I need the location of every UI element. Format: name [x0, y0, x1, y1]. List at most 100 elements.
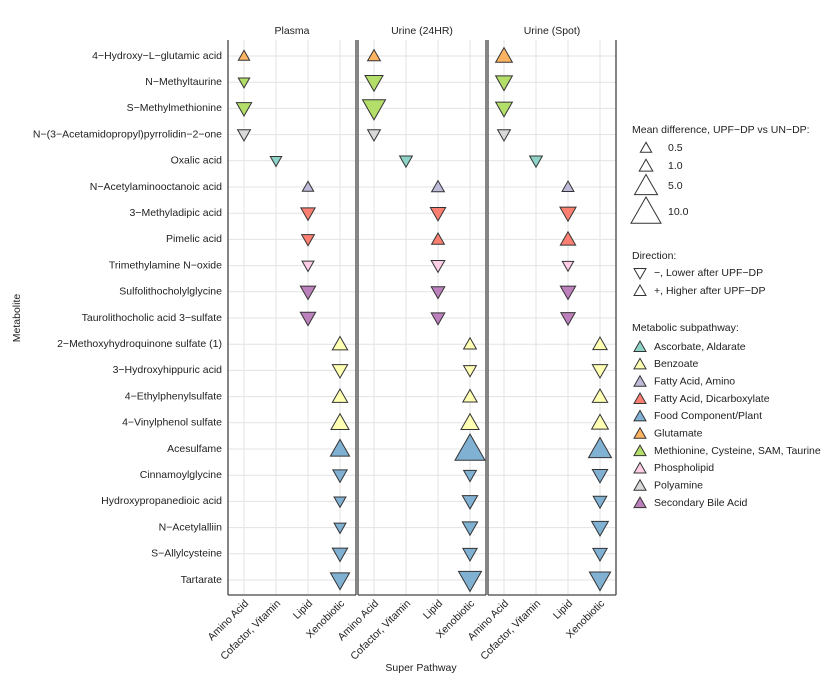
size-legend-label: 10.0	[668, 206, 689, 218]
triangle-marker	[591, 468, 609, 484]
triangle-marker	[430, 231, 446, 245]
color-legend-label: Ascorbate, Aldarate	[654, 341, 746, 353]
triangle-marker	[299, 285, 317, 301]
triangle-marker	[461, 547, 479, 562]
y-tick-label: Pimelic acid	[166, 233, 222, 245]
triangle-marker	[462, 469, 478, 483]
triangle-marker	[301, 260, 315, 273]
triangle-marker	[329, 572, 351, 591]
facet-label: Plasma	[274, 25, 309, 37]
triangle-marker	[561, 180, 575, 192]
x-tick-label: Lipid	[551, 597, 575, 621]
y-tick-label: Taurolithocholic acid 3−sulfate	[82, 312, 223, 324]
triangle-marker	[235, 102, 253, 118]
triangle-marker	[236, 129, 252, 143]
legend-title: Mean difference, UPF−DP vs UN−DP:	[632, 124, 810, 136]
y-tick-label: Trimethylamine N−oxide	[109, 259, 222, 271]
triangle-marker	[454, 432, 486, 461]
y-tick-label: 3−Hydroxyhippuric acid	[113, 364, 223, 376]
triangle-marker	[364, 74, 384, 93]
triangle-marker	[590, 413, 610, 430]
triangle-marker	[591, 364, 609, 380]
size-legend-key	[639, 141, 653, 153]
x-axis-title: Super Pathway	[385, 662, 457, 674]
size-legend-label: 0.5	[668, 142, 683, 154]
color-legend-key	[633, 374, 647, 387]
y-tick-label: S−Methylmethionine	[127, 102, 223, 114]
triangle-marker	[430, 286, 446, 300]
y-tick-label: N−Acetylaminooctanoic acid	[90, 181, 222, 193]
color-legend-label: Phospholipid	[654, 462, 714, 474]
size-legend-key	[630, 195, 662, 224]
color-legend-key	[633, 478, 647, 491]
color-legend-key	[633, 426, 647, 439]
triangle-marker	[494, 101, 514, 118]
triangle-marker	[299, 207, 317, 222]
triangle-marker	[301, 180, 315, 192]
legend-title: Metabolic subpathway:	[632, 322, 739, 334]
facet-label: Urine (Spot)	[524, 25, 581, 37]
triangle-marker	[430, 312, 446, 326]
triangle-marker	[398, 155, 414, 169]
triangle-marker	[333, 522, 347, 535]
y-tick-label: Hydroxypropanedioic acid	[101, 495, 222, 507]
triangle-marker	[366, 48, 382, 62]
y-tick-label: Acesulfame	[167, 443, 222, 455]
size-legend-key	[633, 173, 659, 196]
triangle-marker	[561, 260, 575, 273]
y-tick-label: N−Acetylalliin	[159, 521, 222, 533]
triangle-marker	[494, 75, 514, 92]
x-tick-label: Lipid	[291, 597, 315, 621]
legend-title: Direction:	[632, 250, 676, 262]
triangle-marker	[592, 495, 608, 510]
y-tick-label: Cinnamoylglycine	[140, 469, 222, 481]
triangle-marker	[494, 46, 514, 63]
y-tick-label: 2−Methoxyhydroquinone sulfate (1)	[57, 338, 222, 350]
color-legend-label: Fatty Acid, Dicarboxylate	[654, 393, 770, 405]
triangle-marker	[588, 571, 612, 592]
x-tick-label: Cofactor, Vitamin	[478, 597, 543, 662]
y-tick-label: Tartarate	[181, 574, 223, 586]
triangle-marker	[331, 547, 349, 563]
color-legend-label: Methionine, Cysteine, SAM, Taurine	[654, 445, 821, 457]
size-legend-key	[638, 158, 654, 172]
triangle-marker	[457, 570, 483, 593]
y-tick-label: Oxalic acid	[171, 155, 223, 167]
triangle-marker	[590, 520, 610, 537]
triangle-marker	[591, 547, 609, 562]
triangle-marker	[461, 521, 479, 537]
triangle-marker	[299, 311, 317, 327]
triangle-marker	[528, 155, 544, 169]
triangle-marker	[460, 412, 480, 431]
color-legend-label: Glutamate	[654, 428, 703, 440]
triangle-marker	[333, 496, 347, 509]
triangle-marker	[329, 438, 351, 457]
triangle-marker	[462, 365, 478, 378]
direction-legend-key	[633, 268, 647, 281]
color-legend-key	[633, 392, 647, 405]
color-legend-label: Food Component/Plant	[654, 410, 762, 422]
triangle-marker	[331, 364, 349, 380]
y-tick-label: 4−Ethylphenylsulfate	[125, 390, 222, 402]
triangle-marker	[331, 387, 349, 403]
y-tick-label: S−Allylcysteine	[151, 548, 222, 560]
direction-legend-label: −, Lower after UPF−DP	[654, 267, 763, 279]
y-axis-title: Metabolite	[11, 294, 23, 343]
triangle-marker	[559, 230, 577, 246]
color-legend-key	[633, 339, 647, 352]
triangle-marker	[300, 234, 316, 247]
color-legend-key	[633, 444, 647, 457]
size-legend-label: 5.0	[668, 180, 683, 192]
color-legend-label: Benzoate	[654, 358, 699, 370]
direction-legend-key	[633, 283, 647, 296]
y-tick-label: 4−Hydroxy−L−glutamic acid	[92, 50, 222, 62]
triangle-marker	[461, 495, 479, 511]
size-legend-label: 1.0	[668, 160, 683, 172]
color-legend-key	[633, 461, 647, 474]
triangle-marker	[587, 436, 613, 459]
triangle-marker	[461, 388, 479, 403]
x-tick-label: Lipid	[421, 597, 445, 621]
y-tick-label: Sulfolithocholylglycine	[119, 286, 222, 298]
color-legend-key	[633, 496, 647, 509]
